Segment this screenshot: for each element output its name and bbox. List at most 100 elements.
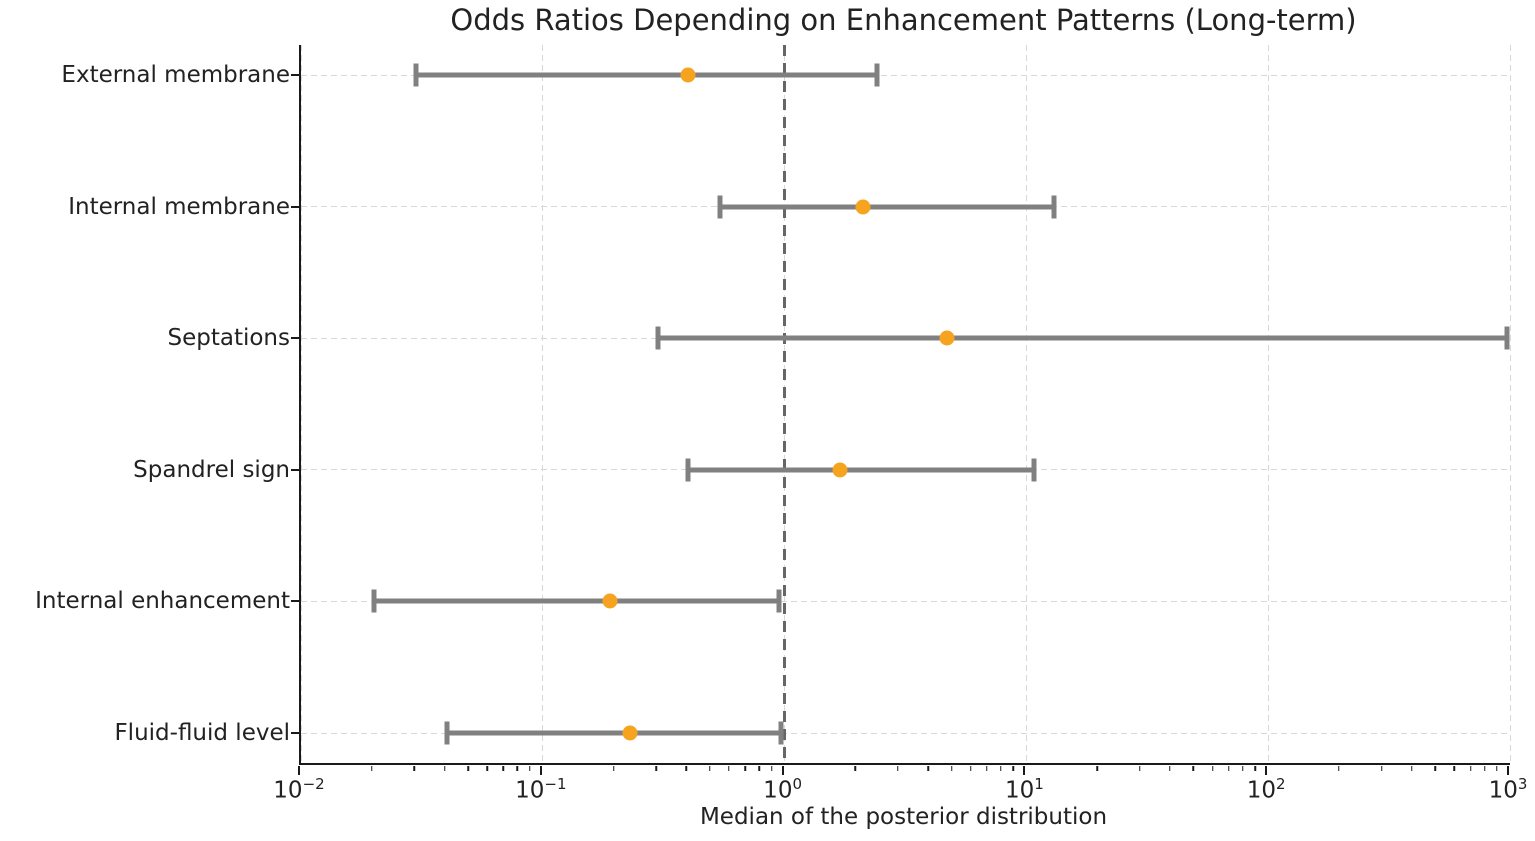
plot-area [299,45,1511,765]
x-minor-tick [1211,765,1214,771]
x-minor-tick [612,765,615,771]
x-tick-label: 101 [1004,774,1044,804]
x-minor-tick [502,765,505,771]
vertical-gridline [300,45,302,763]
x-tick-label: 103 [1488,774,1528,804]
x-minor-tick [758,765,760,771]
error-bar [373,598,780,604]
y-tick-label: Fluid-fluid level [114,720,290,746]
x-minor-tick [443,765,446,771]
data-point [832,462,848,478]
x-minor-tick [413,765,416,771]
error-bar-cap [717,195,723,219]
x-minor-tick [1496,765,1498,771]
x-minor-tick [467,765,469,771]
x-minor-tick [1012,765,1015,771]
y-tick-label: Septations [167,325,290,352]
horizontal-gridline [301,732,1510,734]
x-major-tick [298,765,300,775]
x-minor-tick [516,765,519,771]
data-point [622,725,638,741]
x-minor-tick [1000,765,1002,771]
data-point [602,593,618,609]
x-major-tick [1265,765,1268,775]
error-bar-cap [413,63,419,87]
x-tick-label: 100 [763,774,803,804]
x-minor-tick [685,765,688,771]
error-bar [688,467,1035,473]
data-point [855,199,870,215]
x-minor-tick [1139,765,1141,771]
error-bar-cap [1051,195,1057,219]
x-minor-tick [897,765,899,771]
error-bar-cap [371,589,377,613]
x-tick-label: 10−1 [515,774,567,804]
x-tick-label: 102 [1246,774,1286,804]
x-minor-tick [744,765,746,771]
x-major-tick [1507,765,1509,775]
x-axis-label: Median of the posterior distribution [699,804,1108,830]
y-tick-label: Internal membrane [68,193,290,220]
error-bar [446,730,782,736]
x-minor-tick [1380,765,1383,771]
vertical-gridline [1267,45,1269,763]
x-major-tick [539,765,542,775]
error-bar-cap [778,721,784,745]
error-bar [719,204,1054,210]
x-minor-tick [1169,765,1171,771]
error-bar-cap [874,63,880,87]
x-minor-tick [528,765,531,771]
x-minor-tick [1192,765,1195,771]
horizontal-gridline [301,74,1510,76]
data-point [939,330,955,346]
x-minor-tick [1434,765,1436,771]
x-minor-tick [950,765,953,771]
x-minor-tick [1242,765,1244,771]
data-point [680,67,696,83]
horizontal-gridline [301,600,1510,602]
y-tick-label: Internal enhancement [35,588,290,615]
x-minor-tick [1469,765,1472,771]
x-minor-tick [371,765,373,771]
error-bar-cap [685,458,691,482]
x-minor-tick [770,765,773,771]
x-minor-tick [1411,765,1413,771]
x-tick-label: 10−2 [273,774,325,804]
x-minor-tick [486,765,488,771]
vertical-gridline [1509,45,1511,763]
error-bar-cap [444,721,450,745]
x-minor-tick [728,765,730,771]
y-tick-label: External membrane [61,62,290,88]
x-minor-tick [1453,765,1456,771]
x-minor-tick [986,765,988,771]
x-major-tick [781,765,784,775]
reference-line [783,45,786,763]
y-tick-mark [291,205,300,208]
x-major-tick [1023,765,1026,775]
error-bar-cap [655,326,661,350]
y-tick-mark [291,600,300,603]
vertical-gridline [542,45,544,763]
y-tick-mark [291,337,300,340]
x-minor-tick [1338,765,1340,771]
y-tick-mark [291,732,300,734]
chart-title: Odds Ratios Depending on Enhancement Pat… [450,3,1357,37]
x-minor-tick [1254,765,1256,771]
error-bar-cap [1504,326,1510,350]
x-minor-tick [1227,765,1230,771]
x-minor-tick [1483,765,1486,771]
y-tick-mark [291,74,300,76]
x-minor-tick [927,765,929,771]
x-minor-tick [1096,765,1098,771]
error-bar-cap [1031,458,1037,482]
x-minor-tick [970,765,972,771]
x-minor-tick [854,765,857,771]
x-minor-tick [709,765,711,771]
y-tick-mark [291,468,300,471]
vertical-gridline [1025,45,1027,763]
error-bar-cap [776,589,782,613]
error-bar [658,335,1507,341]
error-bar [416,72,877,78]
x-minor-tick [655,765,657,771]
